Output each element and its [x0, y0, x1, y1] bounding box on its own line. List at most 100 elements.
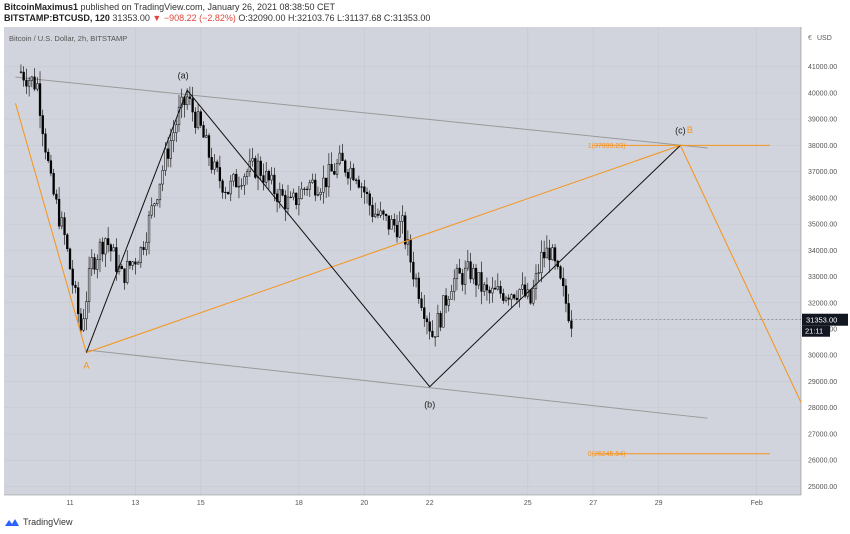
candle-body — [393, 219, 396, 226]
tradingview-footer[interactable]: TradingView — [4, 517, 73, 527]
price-chart[interactable]: 1(37999.23) 0(26245.54) A (a) (b) (c) B USD €… — [0, 27, 850, 514]
candle-body — [518, 289, 521, 300]
x-tick-label: 27 — [589, 500, 597, 507]
candle-body — [395, 224, 399, 238]
candle-body — [52, 172, 55, 195]
candle-body — [139, 247, 142, 263]
y-tick-label: 35000.00 — [808, 222, 837, 229]
candle-body — [245, 171, 249, 177]
candle-body — [224, 191, 227, 194]
candle-body — [262, 175, 265, 183]
candle-body — [398, 221, 401, 238]
candle-body — [297, 198, 301, 205]
candle-body — [207, 135, 211, 158]
candle-body — [235, 173, 238, 188]
lock-icon[interactable]: € — [808, 35, 812, 42]
candle-body — [401, 215, 404, 222]
candle-body — [376, 213, 380, 216]
y-tick-label: 41000.00 — [808, 64, 837, 71]
candle-body — [63, 217, 66, 235]
chart-area[interactable]: 1(37999.23) 0(26245.54) A (a) (b) (c) B USD €… — [0, 27, 850, 514]
candle-body — [218, 167, 222, 182]
candle-body — [349, 167, 352, 179]
candle-body — [104, 238, 107, 255]
candle-body — [308, 182, 311, 190]
candle-body — [532, 288, 535, 304]
wave-label: (b) — [424, 400, 435, 410]
orange-projection-line — [679, 145, 802, 403]
y-tick-label: 33000.00 — [808, 274, 837, 281]
candle-body — [472, 267, 475, 280]
y-tick-label: 27000.00 — [808, 431, 837, 438]
ohlc-values: O:32090.00 H:32103.76 L:31137.68 C:31353… — [238, 13, 431, 23]
candle-body — [134, 261, 137, 265]
candle-body — [314, 179, 317, 196]
candle-body — [147, 214, 151, 243]
candle-body — [292, 192, 295, 198]
wave-lines: 1(37999.23) 0(26245.54) — [15, 89, 802, 458]
y-tick-label: 40000.00 — [808, 90, 837, 97]
candle-body — [109, 244, 113, 252]
candle-body — [458, 267, 461, 274]
candle-body — [553, 247, 557, 262]
x-tick-label: 15 — [197, 500, 205, 507]
author-name[interactable]: BitcoinMaximus1 — [4, 2, 79, 12]
published-text: published on TradingView.com, January 26… — [80, 2, 336, 12]
y-tick-label: 38000.00 — [808, 143, 837, 150]
candle-body — [284, 194, 287, 210]
candle-body — [338, 152, 341, 164]
candle-body — [420, 298, 423, 308]
candle-body — [360, 186, 363, 188]
candle-body — [319, 191, 322, 195]
candle-body — [504, 297, 508, 301]
y-tick-label: 30000.00 — [808, 353, 837, 360]
candle-body — [74, 284, 77, 288]
candle-body — [423, 307, 426, 319]
candle-body — [409, 239, 412, 263]
x-tick-label: 13 — [132, 500, 140, 507]
upper-channel-line — [15, 76, 708, 149]
candle-body — [379, 210, 382, 216]
candle-body — [341, 152, 344, 161]
candle-body — [352, 167, 355, 181]
candle-body — [25, 79, 28, 87]
candle-body — [216, 161, 219, 168]
candle-body — [289, 196, 292, 198]
channel-lines — [15, 76, 708, 419]
candle-body — [172, 132, 175, 141]
candle-body — [444, 295, 448, 306]
candle-body — [107, 238, 110, 246]
candle-body — [316, 194, 320, 196]
candle-body — [412, 261, 415, 280]
candle-body — [488, 289, 491, 294]
candle-body — [150, 205, 153, 216]
candle-body — [232, 173, 235, 182]
candle-body — [455, 267, 459, 280]
candle-body — [477, 272, 480, 286]
publish-info: BitcoinMaximus1 published on TradingView… — [4, 2, 335, 12]
candle-body — [474, 267, 478, 286]
candle-body — [564, 285, 568, 304]
candle-body — [196, 111, 200, 128]
candle-body — [368, 193, 371, 206]
candle-body — [453, 278, 456, 292]
candle-body — [335, 163, 339, 175]
candle-body — [559, 266, 562, 279]
candle-body — [49, 160, 53, 174]
candle-body — [82, 318, 85, 331]
y-tick-label: 32000.00 — [808, 300, 837, 307]
lower-channel-line — [86, 349, 708, 419]
candle-body — [311, 179, 314, 183]
header-price: 31353.00 — [112, 13, 150, 23]
candle-body — [77, 287, 80, 315]
candle-body — [177, 106, 181, 126]
candle-body — [463, 267, 467, 285]
candle-body — [96, 259, 99, 270]
candle-body — [79, 313, 83, 331]
candle-body — [115, 247, 118, 272]
candle-body — [499, 286, 502, 294]
candle-body — [186, 96, 189, 106]
candle-body — [507, 297, 510, 300]
candle-body — [382, 210, 385, 215]
y-tick-label: 26000.00 — [808, 458, 837, 465]
